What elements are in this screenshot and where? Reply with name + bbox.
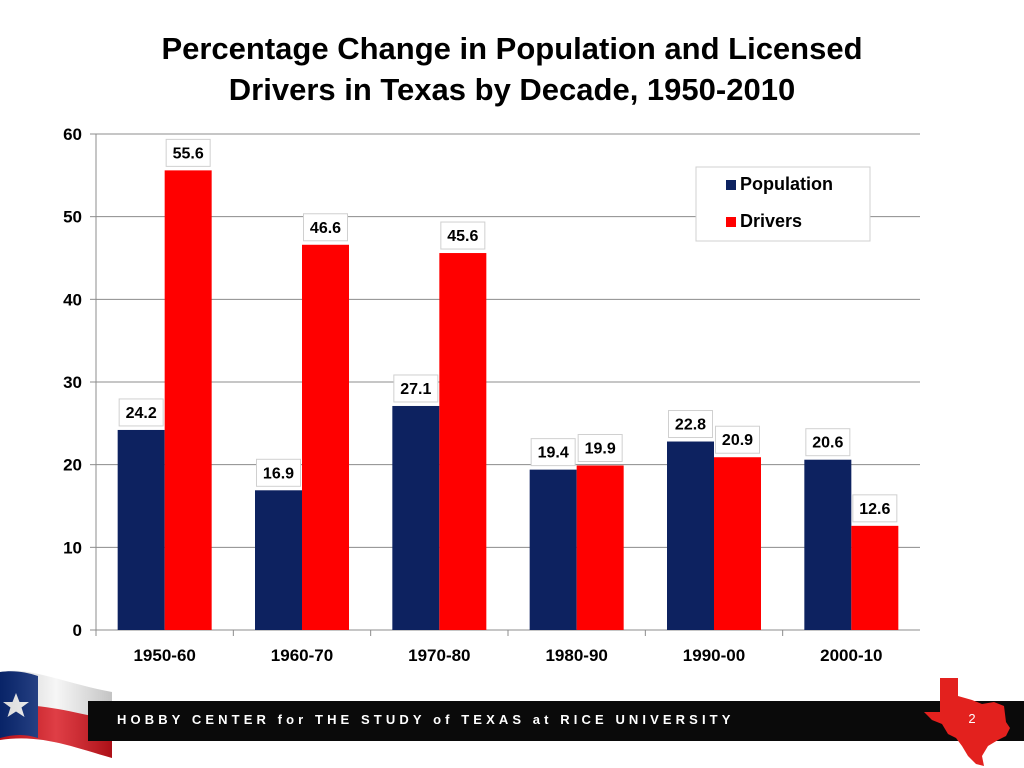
drivers-bar [714,457,761,630]
drivers-data-label: 19.9 [585,440,616,457]
drivers-data-label: 12.6 [859,501,890,518]
drivers-data-label: 46.6 [310,220,341,237]
population-data-label: 22.8 [675,417,706,434]
x-category-label: 1980-90 [545,646,607,665]
y-tick-label: 30 [63,373,82,392]
x-category-label: 1960-70 [271,646,333,665]
population-bar [530,470,577,630]
drivers-data-label: 20.9 [722,432,753,449]
y-tick-label: 40 [63,290,82,309]
footer-text: HOBBY CENTER for THE STUDY of TEXAS at R… [117,712,734,727]
legend-population-swatch [726,180,736,190]
population-bar [392,406,439,630]
slide: Percentage Change in Population and Lice… [0,0,1024,768]
population-data-label: 16.9 [263,465,294,482]
drivers-data-label: 55.6 [173,145,204,162]
bar-chart: 0 10 20 30 40 50 60 1950-60 1960-70 1970-80 1980-9… [0,0,1024,700]
x-category-label: 1990-00 [683,646,745,665]
x-category-label: 1970-80 [408,646,470,665]
drivers-bar [851,526,898,630]
y-tick-label: 60 [63,125,82,144]
drivers-bar [577,465,624,630]
legend-drivers-label: Drivers [740,211,802,231]
x-category-label: 2000-10 [820,646,882,665]
drivers-bar [302,245,349,630]
y-tick-label: 0 [73,621,82,640]
drivers-data-label: 45.6 [447,228,478,245]
legend-population-label: Population [740,174,833,194]
population-data-label: 20.6 [812,435,843,452]
population-bar [255,490,302,630]
legend-drivers-swatch [726,217,736,227]
population-bar [804,460,851,630]
drivers-bar [165,170,212,630]
y-tick-label: 50 [63,208,82,227]
legend: Population Drivers [696,167,870,241]
page-number: 2 [962,711,982,726]
drivers-bar [439,253,486,630]
population-data-label: 19.4 [538,445,569,462]
y-tick-label: 10 [63,538,82,557]
x-category-label: 1950-60 [133,646,195,665]
population-data-label: 27.1 [400,381,431,398]
y-tick-label: 20 [63,456,82,475]
population-bar [667,442,714,630]
population-data-label: 24.2 [126,405,157,422]
population-bar [118,430,165,630]
